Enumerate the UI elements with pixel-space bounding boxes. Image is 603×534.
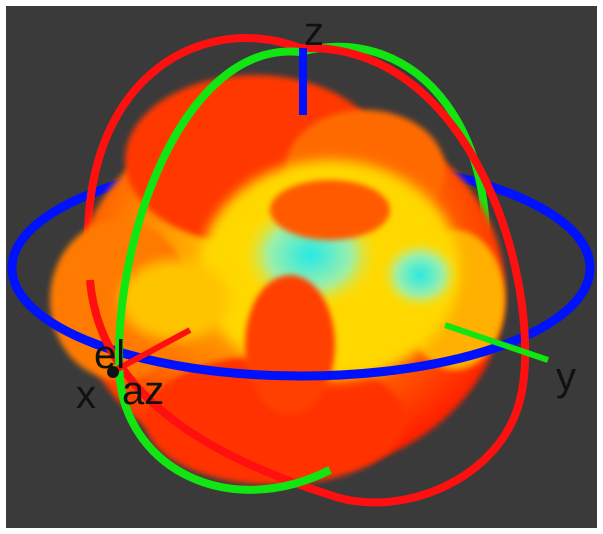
- azimuth-ring-front: [7, 267, 595, 381]
- coordinate-axes: [107, 48, 549, 378]
- y-axis-label: y: [556, 355, 576, 399]
- lobe-red-streak: [245, 275, 335, 415]
- x-axis: [110, 327, 192, 375]
- lobe-left-yellow: [120, 260, 230, 340]
- lobe-upper-ridge: [270, 180, 390, 240]
- elevation-angle-label: el: [94, 333, 125, 377]
- origin-marker: [107, 366, 119, 378]
- lobe-right-cyan: [380, 240, 460, 310]
- z-axis-label: z: [304, 10, 324, 54]
- azimuth-angle-label: az: [122, 369, 164, 413]
- y-axis: [444, 322, 549, 363]
- x-axis-label: x: [76, 373, 96, 417]
- elevation-ring-xz-front: [86, 43, 530, 507]
- elevation-ring-yz-front: [115, 47, 332, 494]
- elevation-ring-xz-back: [84, 34, 302, 281]
- rings-front: [7, 43, 595, 507]
- lobe-bottom: [145, 355, 405, 485]
